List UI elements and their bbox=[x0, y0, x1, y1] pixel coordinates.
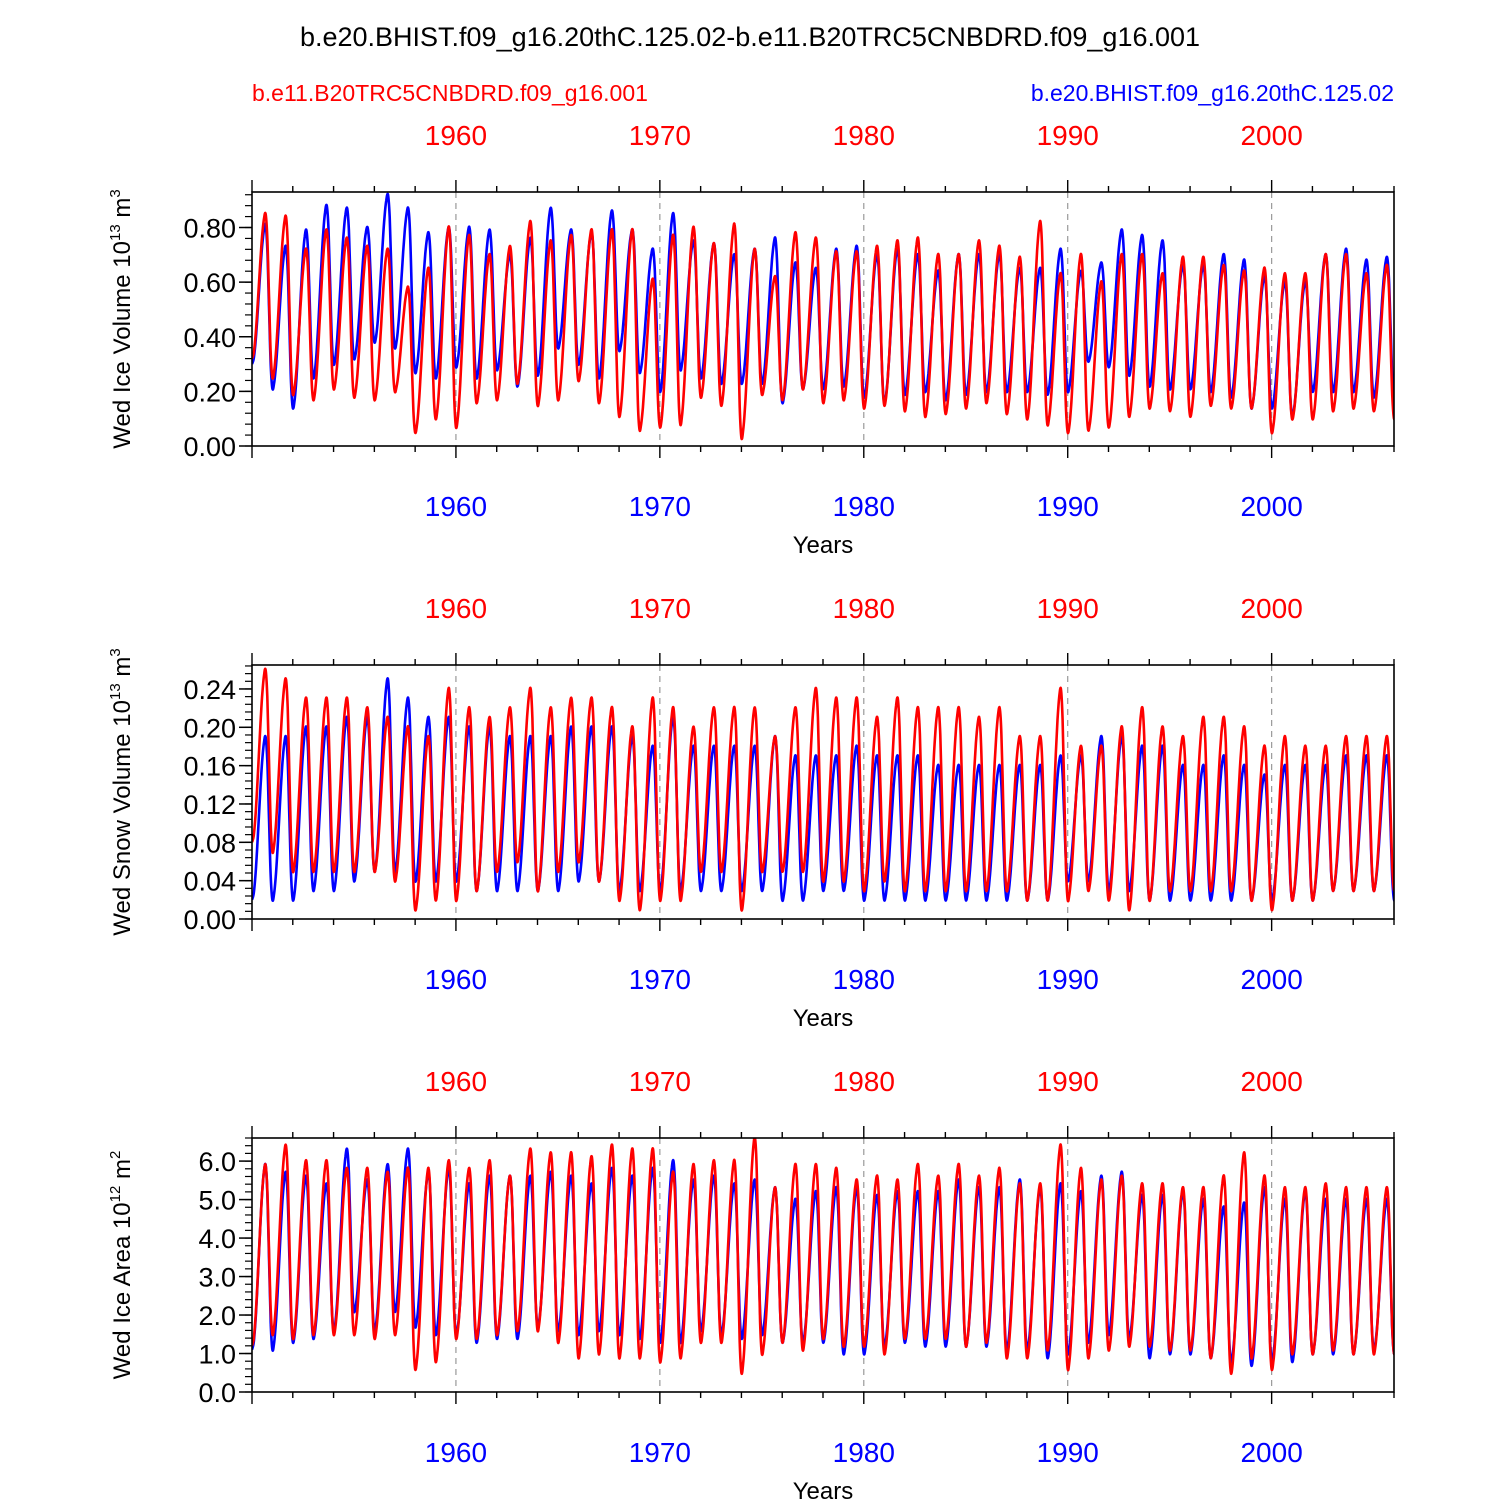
ytick-label-0.00: 0.00 bbox=[183, 905, 236, 935]
xtick-label-bottom-1960: 1960 bbox=[425, 491, 487, 522]
ytick-label-6.0: 6.0 bbox=[198, 1147, 236, 1177]
ytick-label-0.00: 0.00 bbox=[183, 432, 236, 462]
xtick-label-bottom-1960: 1960 bbox=[425, 964, 487, 995]
y-axis-label-unit: m bbox=[109, 1159, 136, 1186]
ytick-label-1.0: 1.0 bbox=[198, 1340, 236, 1370]
xtick-label-bottom-2000: 2000 bbox=[1240, 1437, 1302, 1468]
ytick-label-0.60: 0.60 bbox=[183, 268, 236, 298]
ytick-label-0.24: 0.24 bbox=[183, 675, 236, 705]
xtick-label-bottom-1970: 1970 bbox=[629, 1437, 691, 1468]
ytick-label-3.0: 3.0 bbox=[198, 1263, 236, 1293]
xtick-label-top-2000: 2000 bbox=[1240, 593, 1302, 624]
y-axis-label-exponent: 13 bbox=[107, 224, 124, 241]
xtick-label-bottom-1990: 1990 bbox=[1037, 964, 1099, 995]
y-axis-label-exponent: 13 bbox=[107, 683, 124, 700]
y-axis-label-unit-exponent: 3 bbox=[107, 648, 124, 656]
series-group bbox=[252, 1138, 1394, 1376]
ytick-label-4.0: 4.0 bbox=[198, 1224, 236, 1254]
y-axis-label-exponent: 12 bbox=[107, 1186, 124, 1203]
xtick-label-top-1970: 1970 bbox=[629, 593, 691, 624]
x-axis-label: Years bbox=[793, 1478, 854, 1500]
page-title: b.e20.BHIST.f09_g16.20thC.125.02-b.e11.B… bbox=[300, 22, 1200, 52]
xtick-label-top-1970: 1970 bbox=[629, 1066, 691, 1097]
xtick-label-top-1980: 1980 bbox=[833, 120, 895, 151]
panels: 1960 1960 1970 1970 1980 1980 1990 1990 2000 2000… bbox=[107, 120, 1395, 1505]
xtick-label-top-1960: 1960 bbox=[425, 120, 487, 151]
ytick-label-2.0: 2.0 bbox=[198, 1301, 236, 1331]
series-line-red bbox=[252, 1138, 1394, 1376]
xtick-label-top-1960: 1960 bbox=[425, 1066, 487, 1097]
series-group bbox=[252, 667, 1394, 912]
ytick-label-0.20: 0.20 bbox=[183, 713, 236, 743]
xtick-label-bottom-2000: 2000 bbox=[1240, 491, 1302, 522]
y-axis-label-main: Wed Ice Volume 10 bbox=[109, 241, 136, 449]
series-group bbox=[252, 192, 1394, 441]
ytick-label-0.04: 0.04 bbox=[183, 867, 236, 897]
y-axis-label-unit: m bbox=[109, 657, 136, 684]
xtick-label-bottom-1960: 1960 bbox=[425, 1437, 487, 1468]
legend-red-label: b.e11.B20TRC5CNBDRD.f09_g16.001 bbox=[252, 80, 648, 106]
xtick-label-top-1990: 1990 bbox=[1037, 120, 1099, 151]
xtick-label-bottom-1970: 1970 bbox=[629, 964, 691, 995]
chart-panel-2: 1960 1960 1970 1970 1980 1980 1990 1990 2000 2000… bbox=[107, 593, 1395, 1032]
xtick-label-top-2000: 2000 bbox=[1240, 120, 1302, 151]
y-axis-label-main: Wed Ice Area 10 bbox=[109, 1202, 136, 1379]
chart-panel-1: 1960 1960 1970 1970 1980 1980 1990 1990 2000 2000… bbox=[107, 120, 1395, 559]
ytick-label-0.0: 0.0 bbox=[198, 1378, 236, 1408]
y-axis-label-main: Wed Snow Volume 10 bbox=[109, 700, 136, 936]
x-axis-label: Years bbox=[793, 1005, 854, 1032]
chart-panel-3: 1960 1960 1970 1970 1980 1980 1990 1990 2000 2000… bbox=[107, 1066, 1395, 1505]
xtick-label-bottom-1980: 1980 bbox=[833, 964, 895, 995]
xtick-label-top-2000: 2000 bbox=[1240, 1066, 1302, 1097]
ytick-label-0.16: 0.16 bbox=[183, 752, 236, 782]
ytick-label-0.20: 0.20 bbox=[183, 377, 236, 407]
xtick-label-bottom-1980: 1980 bbox=[833, 1437, 895, 1468]
y-axis-label-unit-exponent: 3 bbox=[107, 189, 124, 197]
xtick-label-top-1980: 1980 bbox=[833, 1066, 895, 1097]
ytick-label-0.08: 0.08 bbox=[183, 828, 236, 858]
xtick-label-top-1980: 1980 bbox=[833, 593, 895, 624]
xtick-label-bottom-1980: 1980 bbox=[833, 491, 895, 522]
xtick-label-bottom-2000: 2000 bbox=[1240, 964, 1302, 995]
ytick-label-0.12: 0.12 bbox=[183, 790, 236, 820]
y-axis-label: Wed Snow Volume 1013 m3 bbox=[107, 648, 136, 935]
xtick-label-top-1990: 1990 bbox=[1037, 593, 1099, 624]
y-axis-label: Wed Ice Area 1012 m2 bbox=[107, 1151, 136, 1380]
series-line-red bbox=[252, 667, 1394, 912]
ytick-label-0.40: 0.40 bbox=[183, 323, 236, 353]
xtick-label-top-1970: 1970 bbox=[629, 120, 691, 151]
xtick-label-bottom-1970: 1970 bbox=[629, 491, 691, 522]
xtick-label-top-1990: 1990 bbox=[1037, 1066, 1099, 1097]
y-axis-label-unit-exponent: 2 bbox=[107, 1151, 124, 1159]
y-axis-label-unit: m bbox=[109, 198, 136, 225]
xtick-label-top-1960: 1960 bbox=[425, 593, 487, 624]
xtick-label-bottom-1990: 1990 bbox=[1037, 491, 1099, 522]
xtick-label-bottom-1990: 1990 bbox=[1037, 1437, 1099, 1468]
ytick-label-0.80: 0.80 bbox=[183, 214, 236, 244]
series-line-red bbox=[252, 211, 1394, 441]
x-axis-label: Years bbox=[793, 532, 854, 559]
legend-blue-label: b.e20.BHIST.f09_g16.20thC.125.02 bbox=[1031, 80, 1394, 106]
y-axis-label: Wed Ice Volume 1013 m3 bbox=[107, 189, 136, 448]
ytick-label-5.0: 5.0 bbox=[198, 1186, 236, 1216]
